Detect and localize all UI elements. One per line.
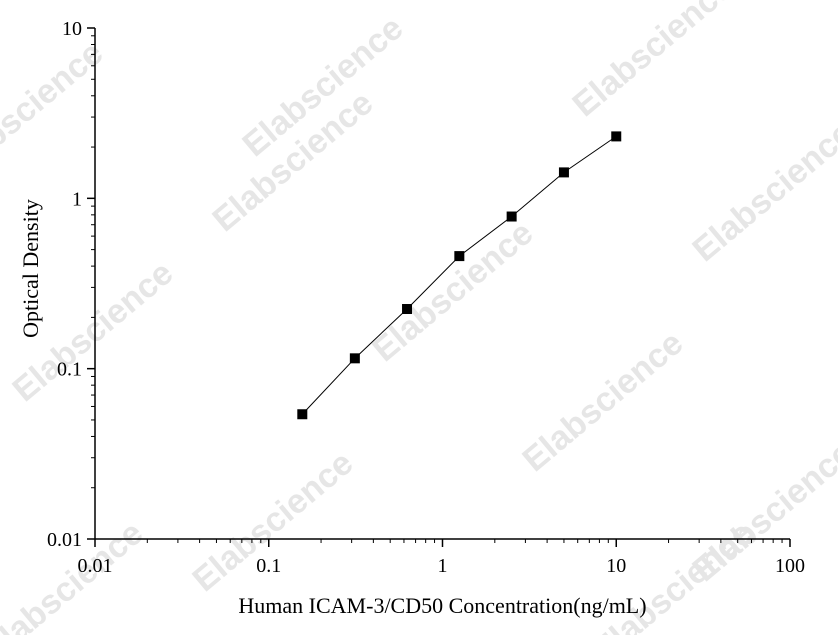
watermark-text: Elabscience xyxy=(0,34,110,189)
watermark-text: Elabscience xyxy=(565,0,740,124)
watermark-text: Elabscience xyxy=(515,324,690,479)
y-tick-label: 0.01 xyxy=(47,529,82,551)
data-point xyxy=(349,353,360,364)
data-point xyxy=(558,167,569,178)
x-tick-label: 10 xyxy=(606,555,626,577)
watermark-text: Elabscience xyxy=(365,214,540,369)
watermark-text: Elabscience xyxy=(685,114,838,269)
x-tick-label: 1 xyxy=(438,555,448,577)
y-tick-label: 0.1 xyxy=(57,359,82,381)
x-axis-title: Human ICAM-3/CD50 Concentration(ng/mL) xyxy=(238,593,646,618)
data-point xyxy=(402,304,413,315)
data-point xyxy=(506,211,517,222)
data-point xyxy=(297,409,308,420)
data-point xyxy=(454,251,465,262)
x-ticks: 0.01 0.1 1 10 100 xyxy=(78,539,805,577)
y-tick-label: 10 xyxy=(62,18,82,40)
data-point xyxy=(611,131,622,142)
x-tick-label: 0.1 xyxy=(256,555,281,577)
y-ticks: 0.01 0.1 1 10 xyxy=(47,18,95,551)
x-tick-label: 0.01 xyxy=(78,555,113,577)
y-axis-title: Optical Density xyxy=(18,199,43,338)
series-layer xyxy=(297,131,622,420)
y-tick-label: 1 xyxy=(72,188,82,210)
x-tick-label: 100 xyxy=(775,555,805,577)
